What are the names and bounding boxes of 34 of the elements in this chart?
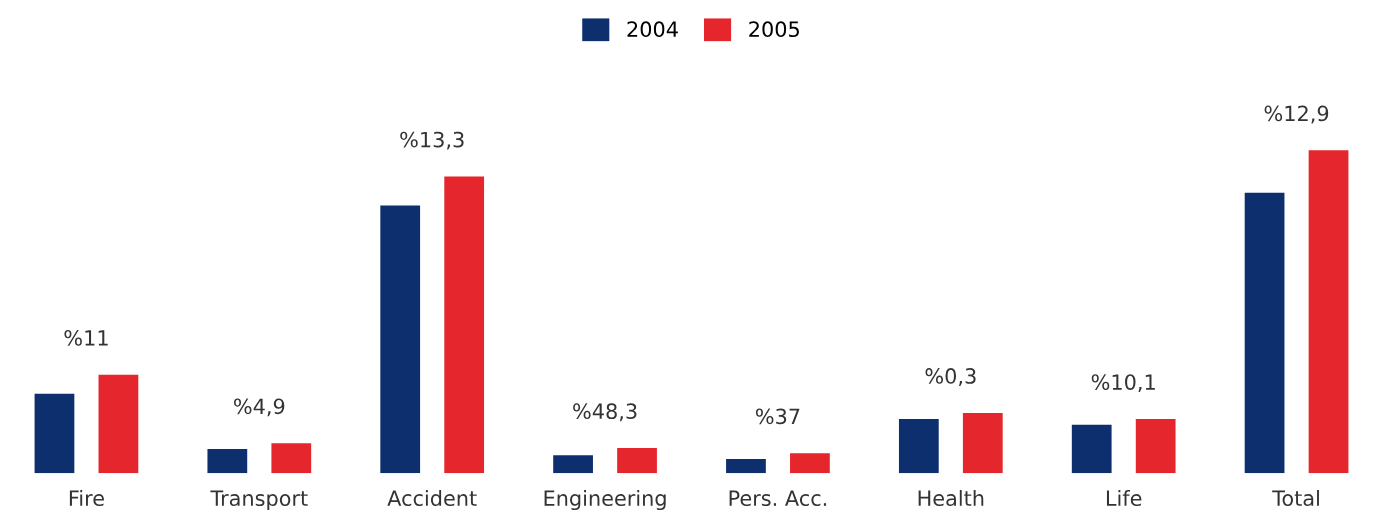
x-tick-label: Engineering [544,489,666,511]
text: %13,3 [400,131,464,150]
bar [617,448,657,474]
x-tick-label: Pers. Acc. [729,490,827,507]
bar [444,176,485,474]
bar [553,455,593,474]
text: %12,9 [1264,105,1329,124]
bar [380,205,421,474]
legend-label: 2005 [749,21,799,38]
bar [1308,150,1349,474]
bar [1071,424,1112,474]
annotation: %10,1 [1091,374,1155,393]
bar [898,419,939,474]
bar [98,374,139,474]
bar [790,453,830,474]
x-tick-label: Accident [387,489,477,507]
x-tick-label: Health [918,489,984,507]
legend-label: 2004 [627,21,678,38]
bar [34,393,75,474]
annotation: %48,3 [573,403,637,422]
bar [726,459,766,474]
annotation: %4,9 [234,398,285,417]
x-tick-label: Life [1106,489,1142,507]
bar [1135,419,1176,474]
annotation: %37 [755,408,800,425]
bar [1244,192,1285,474]
bar [962,412,1003,474]
annotation: %0,3 [925,368,976,386]
bar [271,443,312,474]
annotation: %11 [64,329,108,346]
x-tick-label: Fire [69,489,104,507]
x-tick-label: Total [1272,489,1319,507]
bar [207,449,248,474]
x-tick-label: Transport [210,490,308,511]
